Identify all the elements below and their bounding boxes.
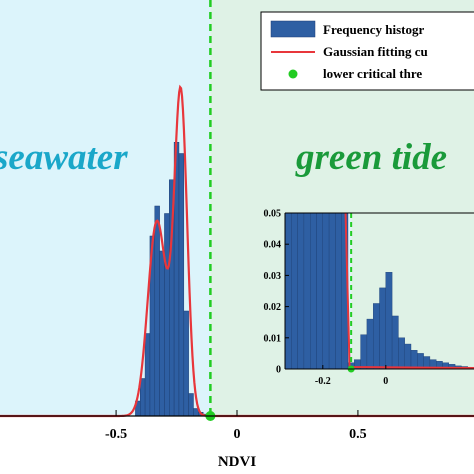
histogram-bar [140,378,146,417]
inset-histogram-bar [391,315,399,370]
x-tick-label: 0 [234,427,241,442]
inset-x-tick-label: 0 [383,376,388,387]
histogram-bar [164,213,170,417]
inset-histogram-bar [373,303,380,370]
inset-y-tick-label: 0.02 [264,302,282,313]
histogram-bar [178,153,185,417]
inset-y-tick-label: 0.03 [264,271,282,282]
legend-threshold-swatch [288,69,298,79]
inset-histogram-bar [303,212,311,370]
histogram-bar [188,393,194,417]
histogram-bar [183,310,189,417]
histogram-bar [193,408,199,417]
inset-histogram-bar [328,212,336,370]
seawater-label: seawater [0,137,128,178]
histogram-bar [159,250,165,417]
inset-y-tick-label: 0.04 [264,240,282,251]
inset-histogram-bar [297,212,305,370]
x-tick-label: -0.5 [105,427,127,442]
green-tide-label: green tide [295,137,447,178]
inset-histogram-bar [410,350,418,370]
inset-histogram-bar [291,212,298,370]
inset-histogram-bar [335,212,342,370]
inset-histogram-bar [284,212,292,370]
inset-histogram-bar [316,212,324,370]
inset-y-tick-label: 0 [276,365,281,376]
legend: Frequency histogr Gaussian fitting cu lo… [260,11,474,91]
inset-histogram-bar [322,212,330,370]
inset-x-tick-label: -0.2 [315,376,331,387]
legend-label-threshold: lower critical thre [323,66,422,81]
inset-y-tick-label: 0.05 [264,209,282,220]
inset-histogram-bar [310,212,317,370]
inset-histogram-bar [385,272,393,370]
inset-chart: 0.05 0.04 0.03 0.02 0.01 0 -0.2 0 [264,209,474,387]
legend-histogram-swatch [270,20,316,38]
x-axis-title: NDVI [218,454,256,470]
legend-label-histogram: Frequency histogr [323,22,424,37]
inset-histogram-bar [360,334,368,370]
x-tick-label: 0.5 [349,427,367,442]
inset-histogram-bar [398,337,405,370]
histogram-bar [144,333,151,417]
x-ticks: -0.5 0 0.5 [105,410,367,442]
inset-histogram-bar [404,343,412,370]
histogram-bar [154,205,160,417]
inset-histogram-bar [366,318,374,370]
inset-histogram-bar [379,287,386,370]
inset-y-tick-label: 0.01 [264,333,282,344]
legend-label-gaussian: Gaussian fitting cu [323,44,428,59]
